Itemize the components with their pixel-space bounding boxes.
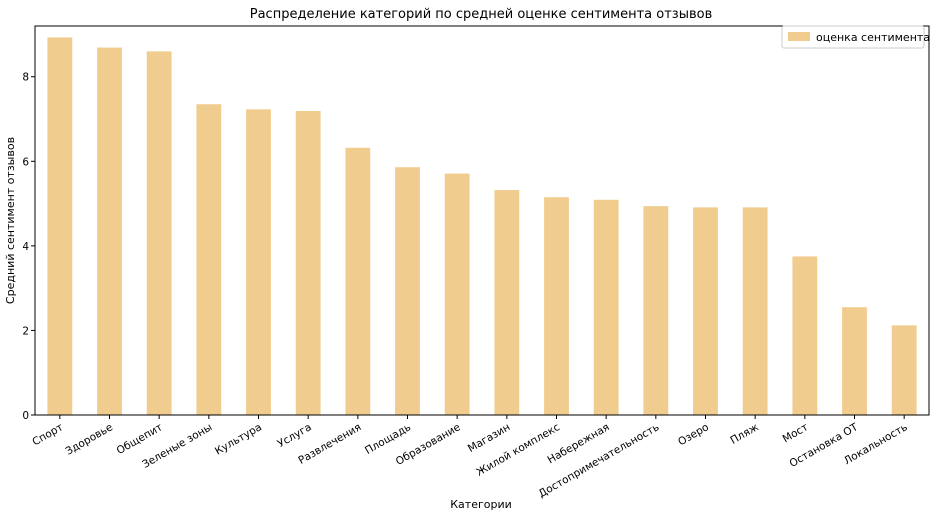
- bars-group: [47, 37, 917, 416]
- bar: [891, 325, 917, 415]
- y-tick-label: 0: [22, 410, 29, 422]
- x-tick-label: Мост: [781, 421, 811, 445]
- bar: [444, 173, 470, 415]
- x-tick-label: Жилой комплекс: [474, 421, 562, 479]
- chart-title: Распределение категорий по средней оценк…: [250, 7, 712, 22]
- legend-box: [781, 25, 925, 49]
- legend: оценка сентимента: [781, 25, 930, 49]
- bar: [643, 206, 669, 415]
- bar: [146, 51, 172, 415]
- x-tick-label: Спорт: [30, 421, 65, 448]
- bar: [544, 197, 569, 415]
- bar: [295, 110, 321, 416]
- plot-frame: [34, 25, 930, 416]
- bar: [742, 207, 768, 415]
- y-tick-label: 6: [22, 156, 29, 168]
- x-tick-label: Услуга: [276, 421, 314, 450]
- legend-label: оценка сентимента: [816, 31, 930, 44]
- y-axis-label: Средний сентимент отзывов: [4, 137, 17, 304]
- bar: [246, 109, 271, 415]
- x-tick-label: Озеро: [676, 421, 711, 448]
- bar: [792, 256, 818, 415]
- bar: [97, 47, 122, 416]
- x-tick-label: Здоровье: [64, 421, 115, 458]
- bar: [345, 147, 371, 415]
- bar: [593, 199, 619, 415]
- bar: [196, 104, 222, 415]
- y-axis: 0 2 4 6 8: [22, 72, 35, 422]
- bar: [693, 207, 718, 415]
- y-tick-label: 8: [22, 72, 29, 84]
- x-tick-label: Культура: [213, 421, 264, 457]
- bar: [47, 37, 73, 415]
- bar: [842, 307, 867, 415]
- y-tick-label: 4: [22, 241, 29, 253]
- legend-swatch: [788, 32, 810, 41]
- x-axis-label: Категории: [450, 498, 512, 511]
- y-tick-label: 2: [22, 325, 29, 337]
- bar: [395, 167, 420, 415]
- x-tick-label: Пляж: [728, 421, 761, 447]
- bar: [494, 190, 520, 415]
